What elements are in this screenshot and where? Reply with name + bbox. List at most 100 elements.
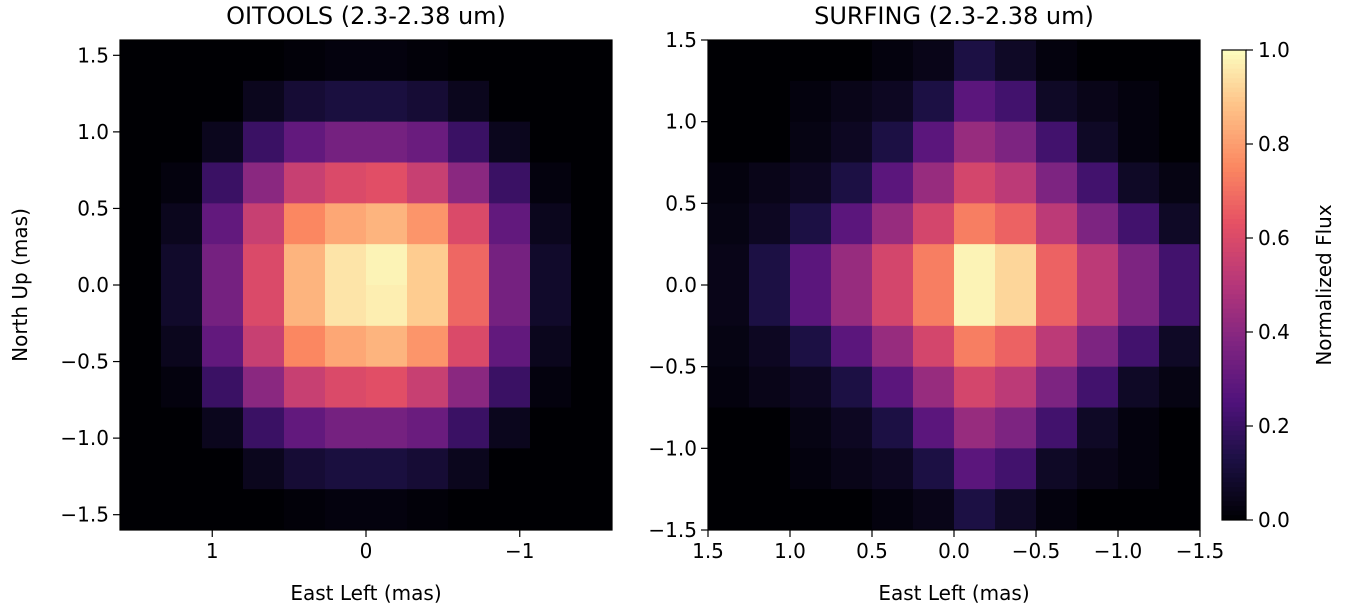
heatmap-cell (202, 407, 244, 449)
heatmap-cell (448, 489, 490, 531)
heatmap-cell (325, 244, 367, 286)
x-axis-label: East Left (mas) (878, 581, 1029, 605)
heatmap-cell (749, 80, 791, 123)
heatmap-cell (284, 325, 326, 368)
colorbar-frame (1221, 49, 1247, 521)
heatmap-cell (831, 203, 873, 245)
colorbar-segment (1222, 73, 1246, 79)
colorbar-segment (1222, 266, 1246, 272)
colorbar-segment (1222, 468, 1246, 474)
heatmap-cell (790, 40, 832, 82)
heatmap-cell (872, 448, 914, 490)
colorbar-segment (1222, 115, 1246, 121)
heatmap-cell (489, 325, 531, 368)
colorbar-segment (1222, 510, 1246, 516)
heatmap-cell (1077, 40, 1119, 82)
heatmap-cell (1036, 448, 1078, 490)
heatmap-cell (790, 325, 832, 368)
colorbar-segment (1222, 397, 1246, 403)
heatmap-cell (995, 285, 1037, 327)
heatmap-cell (407, 162, 449, 204)
heatmap-cell (284, 448, 326, 490)
colorbar-segment (1222, 78, 1246, 84)
x-tick-label: −1.5 (1176, 539, 1225, 563)
colorbar-segment (1222, 148, 1246, 154)
heatmap-cell (1159, 162, 1201, 204)
heatmap-cell (202, 325, 244, 368)
heatmap-cell (1159, 407, 1201, 449)
heatmap-cell (790, 203, 832, 245)
colorbar-segment (1222, 111, 1246, 117)
heatmap-cell (407, 366, 449, 408)
heatmap-cell (120, 407, 162, 449)
heatmap-cell (954, 80, 996, 123)
heatmap-cell (708, 121, 750, 163)
colorbar-segment (1222, 144, 1246, 150)
colorbar-segment (1222, 374, 1246, 380)
heatmap-cell (120, 285, 162, 327)
heatmap-cell (366, 285, 408, 327)
colorbar-segment (1222, 487, 1246, 493)
heatmap-cell (872, 244, 914, 286)
heatmap-cell (407, 407, 449, 449)
heatmap-cell (831, 285, 873, 327)
x-tick-label: −1.0 (1094, 539, 1143, 563)
colorbar-segment (1222, 247, 1246, 253)
heatmap-cell (1077, 489, 1119, 531)
colorbar-segment (1222, 162, 1246, 168)
colorbar-segment (1222, 252, 1246, 258)
colorbar-segment (1222, 195, 1246, 201)
heatmap-cell (489, 40, 531, 82)
heatmap-cell (161, 285, 203, 327)
heatmap-cell (571, 40, 613, 82)
heatmap-cell (530, 325, 572, 368)
colorbar-tick-label: 0.0 (1258, 508, 1290, 532)
heatmap-cell (913, 244, 955, 286)
heatmap-cell (161, 121, 203, 163)
heatmap-cell (995, 203, 1037, 245)
heatmap-cell (448, 40, 490, 82)
heatmap-cell (749, 162, 791, 204)
colorbar-segment (1222, 336, 1246, 342)
heatmap-cell (954, 162, 996, 204)
heatmap-cell (1077, 121, 1119, 163)
heatmap-cell (1118, 244, 1160, 286)
heatmap-cell (1036, 40, 1078, 82)
heatmap-cell (530, 489, 572, 531)
heatmap-cell (202, 244, 244, 286)
colorbar-segment (1222, 176, 1246, 183)
heatmap-cell (366, 325, 408, 368)
heatmap-cell (366, 121, 408, 163)
heatmap-cell (872, 285, 914, 327)
heatmap-cell (749, 325, 791, 368)
heatmap-cell (120, 162, 162, 204)
heatmap-cell (202, 448, 244, 490)
heatmap-cell (366, 366, 408, 408)
heatmap-cell (1036, 162, 1078, 204)
heatmap-cell (790, 448, 832, 490)
heatmap-cell (489, 162, 531, 204)
heatmap-cell (749, 121, 791, 163)
colorbar-segment (1222, 341, 1246, 347)
heatmap-cell (325, 325, 367, 368)
heatmap-cell (1036, 407, 1078, 449)
colorbar-segment (1222, 332, 1246, 338)
heatmap-cell (530, 80, 572, 123)
heatmap-cell (571, 203, 613, 245)
heatmap-cell (831, 80, 873, 123)
heatmap-cell (954, 448, 996, 490)
heatmap-cell (913, 285, 955, 327)
heatmap-cell (161, 162, 203, 204)
heatmap-cell (995, 448, 1037, 490)
heatmap-cell (995, 366, 1037, 408)
heatmap-cell (366, 489, 408, 531)
colorbar-segment (1222, 172, 1246, 178)
heatmap-cell (325, 448, 367, 490)
y-tick-label: −0.5 (60, 350, 109, 374)
heatmap-cell (1159, 40, 1201, 82)
heatmap-cell (1118, 285, 1160, 327)
heatmap-cell (243, 162, 285, 204)
heatmap-cell (202, 121, 244, 163)
y-tick-label: −0.5 (648, 355, 697, 379)
heatmap-cell (161, 40, 203, 82)
